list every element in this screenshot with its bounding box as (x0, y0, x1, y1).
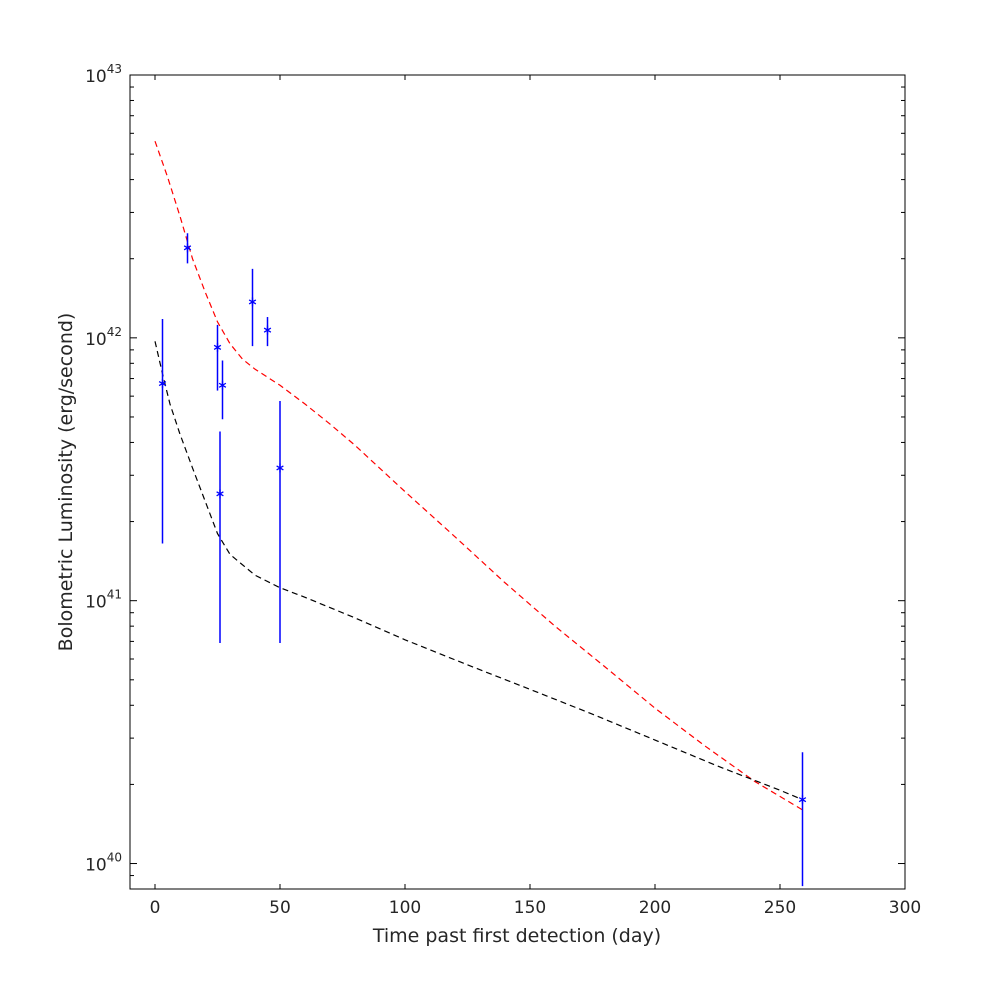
asterisk-marker (798, 795, 807, 805)
x-tick-label: 200 (639, 898, 671, 918)
y-tick-label: 1040 (85, 851, 122, 876)
asterisk-marker (218, 380, 227, 390)
plot-area (129, 74, 906, 890)
data-point (158, 318, 167, 544)
y-axis-ticks: 1040 1041 1042 1043 (85, 62, 905, 890)
black-dashed-model-line (154, 341, 803, 801)
x-axis-label: Time past first detection (day) (372, 925, 661, 947)
x-tick-label: 300 (889, 898, 921, 918)
y-tick-label: 1041 (85, 588, 122, 613)
asterisk-marker (248, 297, 257, 307)
data-point (213, 324, 222, 391)
data-point (263, 317, 272, 347)
asterisk-marker (158, 379, 167, 389)
data-point (276, 401, 284, 644)
x-tick-label: 100 (389, 898, 421, 918)
asterisk-marker (183, 243, 192, 253)
y-tick-label: 1043 (85, 62, 122, 87)
series-layer (154, 140, 807, 887)
data-point (798, 752, 807, 887)
x-tick-label: 50 (269, 898, 291, 918)
asterisk-marker (216, 489, 224, 499)
data-point (216, 431, 224, 644)
x-tick-label: 0 (150, 898, 161, 918)
red-dashed-model-line (154, 140, 803, 811)
y-axis-label: Bolometric Luminosity (erg/second) (55, 313, 77, 652)
asterisk-marker (213, 342, 222, 352)
asterisk-marker (276, 463, 284, 473)
y-tick-label: 1042 (85, 325, 122, 350)
data-point (183, 233, 192, 264)
x-tick-label: 250 (764, 898, 796, 918)
data-point (248, 268, 257, 347)
data-point (218, 360, 227, 420)
x-axis-ticks: 0 50 100 150 200 250 300 (150, 75, 921, 918)
x-tick-label: 150 (514, 898, 546, 918)
asterisk-marker (263, 325, 272, 335)
